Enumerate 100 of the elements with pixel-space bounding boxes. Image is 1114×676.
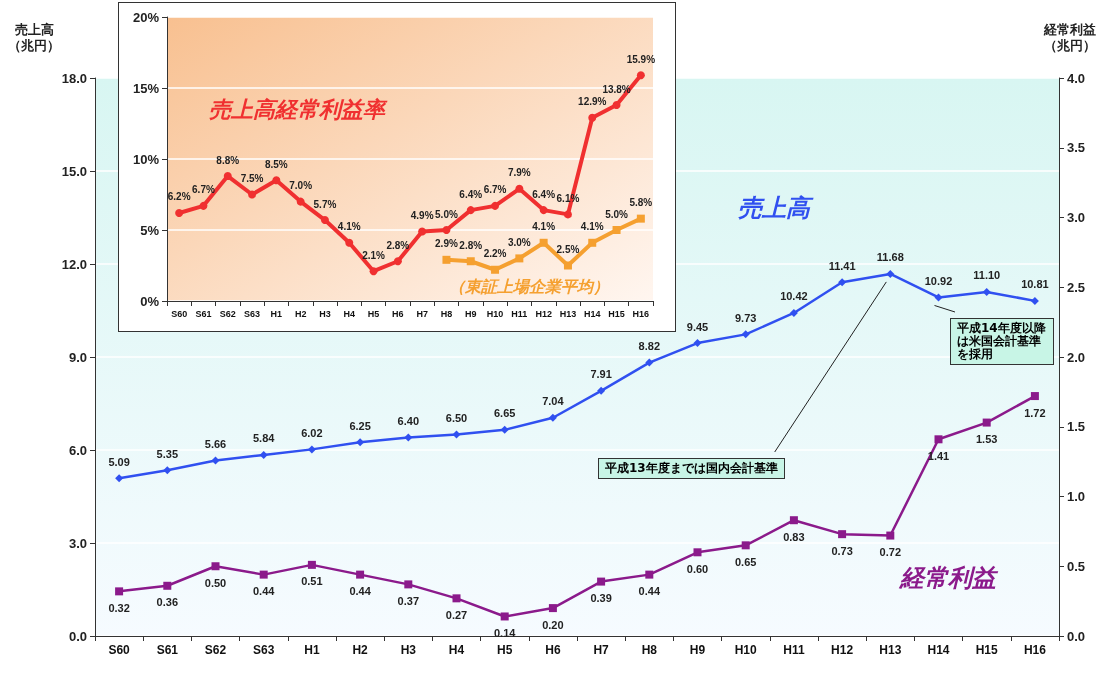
data-label: 7.91 [590, 368, 612, 381]
data-label: 2.2% [483, 248, 507, 260]
point [838, 530, 847, 539]
data-label: 4.1% [580, 221, 604, 233]
point [296, 197, 305, 206]
data-label: 0.27 [445, 608, 468, 621]
point [163, 581, 172, 590]
data-label: 0.39 [590, 592, 612, 605]
data-label: 0.14 [493, 626, 517, 639]
y-tick-label: 15% [132, 80, 160, 96]
point [515, 254, 524, 263]
point [741, 541, 750, 550]
data-label: 6.02 [301, 426, 323, 439]
point [934, 435, 943, 444]
point [272, 176, 281, 185]
y2-axis-title: 経常利益（兆円） [1042, 22, 1097, 54]
x-tick-label: H7 [416, 308, 428, 319]
y-tick-label: 18.0 [61, 70, 87, 86]
data-label: 10.81 [1021, 278, 1049, 291]
x-tick-label: H7 [593, 643, 610, 657]
data-label: 8.5% [264, 158, 288, 170]
data-label: 0.44 [638, 585, 661, 598]
x-tick-label: H10 [734, 643, 758, 657]
point [452, 594, 461, 603]
data-label: 4.1% [337, 221, 361, 233]
point [491, 201, 500, 210]
y2-tick-label: 1.5 [1067, 419, 1086, 435]
x-tick-label: H9 [464, 308, 477, 319]
data-label: 11.68 [876, 251, 904, 264]
x-tick-label: H4 [343, 308, 356, 319]
y-tick-label: 5% [140, 222, 160, 238]
x-tick-label: S63 [253, 643, 275, 657]
series-label: 経常利益 [898, 563, 999, 591]
data-label: 2.8% [386, 239, 410, 251]
point [548, 413, 557, 422]
point [563, 210, 572, 219]
x-tick-label: H2 [294, 308, 307, 319]
data-label: 0.36 [156, 596, 179, 609]
data-label: 0.60 [686, 562, 709, 575]
data-label: 10.92 [924, 274, 953, 287]
y-tick-label: 0% [140, 293, 160, 309]
data-label: 0.50 [204, 576, 227, 589]
x-tick-label: H16 [1023, 643, 1047, 657]
x-tick-label: H6 [392, 308, 404, 319]
y-tick-label: 6.0 [68, 442, 87, 458]
data-label: 0.51 [301, 575, 323, 588]
x-tick-label: S62 [219, 308, 236, 319]
point [789, 308, 798, 317]
data-label: 2.1% [362, 249, 386, 261]
y-tick-label: 3.0 [68, 535, 87, 551]
point [307, 560, 316, 569]
data-label: 2.8% [459, 239, 483, 251]
x-tick-label: H13 [879, 643, 902, 657]
point [175, 208, 184, 217]
data-label: 1.72 [1024, 406, 1046, 419]
data-label: 6.4% [459, 188, 483, 200]
x-tick-label: H5 [367, 308, 380, 319]
point [636, 71, 645, 80]
data-label: 5.0% [605, 208, 629, 220]
x-tick-label: S63 [244, 308, 261, 319]
x-tick-label: H12 [535, 308, 552, 319]
data-label: 8.8% [216, 154, 240, 166]
point [789, 516, 798, 525]
text: 売上高経常利益率 [209, 96, 388, 122]
data-label: 5.84 [252, 432, 276, 445]
data-label: 10.42 [780, 290, 808, 303]
y-tick-label: 20% [132, 9, 160, 25]
point [442, 255, 451, 264]
y2-tick-label: 3.0 [1067, 210, 1086, 225]
point [500, 425, 509, 434]
data-label: 7.9% [507, 167, 531, 179]
data-label: 1.53 [975, 433, 998, 446]
point [982, 418, 991, 427]
data-label: 0.65 [734, 555, 757, 568]
point [115, 587, 124, 596]
point [645, 358, 654, 367]
data-label: 5.09 [108, 455, 130, 468]
data-label: 0.20 [542, 618, 564, 631]
data-label: 5.0% [435, 208, 458, 220]
point [612, 226, 621, 234]
data-label: 0.44 [252, 585, 276, 598]
data-label: 6.25 [349, 419, 371, 432]
point [393, 257, 402, 266]
y2-tick-label: 0.0 [1067, 628, 1086, 644]
data-label: 4.1% [532, 221, 556, 233]
data-label: 11.41 [828, 259, 856, 272]
y2-tick-label: 2.5 [1067, 279, 1086, 295]
point [588, 238, 597, 247]
data-label: 3.0% [507, 236, 531, 248]
point [442, 226, 451, 234]
point [548, 604, 557, 613]
point [491, 265, 500, 274]
point [466, 206, 475, 215]
y-tick-label: 12.0 [61, 256, 87, 272]
point [259, 570, 268, 579]
point [199, 201, 208, 210]
point [369, 267, 378, 276]
point [597, 577, 606, 586]
x-tick-label: S61 [195, 308, 212, 319]
point [163, 466, 172, 475]
